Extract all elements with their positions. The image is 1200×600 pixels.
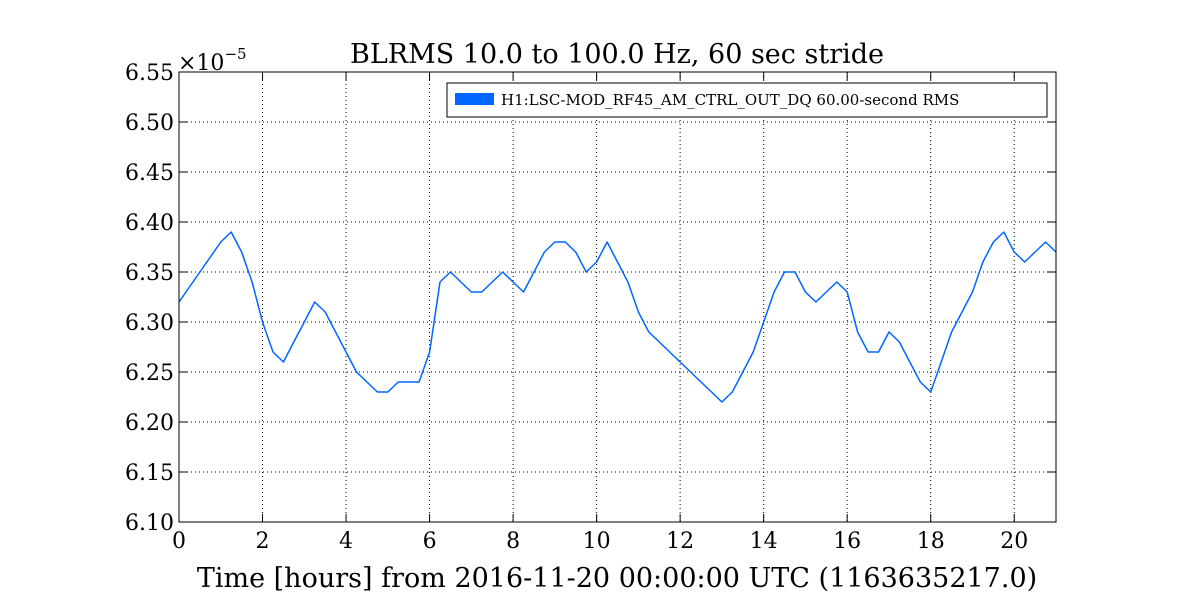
plot-frame — [178, 71, 1057, 523]
y-tick-label: 6.40 — [125, 211, 174, 236]
y-tick-label: 6.45 — [125, 161, 174, 186]
y-tick-label: 6.15 — [125, 461, 174, 486]
x-tick-label: 2 — [256, 529, 270, 554]
x-tick-label: 14 — [750, 529, 778, 554]
x-tick-label: 4 — [339, 529, 353, 554]
grid-lines — [179, 72, 1056, 522]
x-tick-label: 8 — [506, 529, 520, 554]
y-tick-label: 6.25 — [125, 361, 174, 386]
chart-title: BLRMS 10.0 to 100.0 Hz, 60 sec stride — [350, 39, 884, 70]
x-axis-label: Time [hours] from 2016-11-20 00:00:00 UT… — [197, 563, 1037, 594]
legend-swatch — [455, 93, 494, 105]
legend-entry-label: H1:LSC-MOD_RF45_AM_CTRL_OUT_DQ 60.00-sec… — [501, 91, 959, 109]
y-tick-label: 6.55 — [125, 61, 174, 86]
y-tick-label: 6.30 — [125, 311, 174, 336]
y-tick-label: 6.50 — [125, 111, 174, 136]
series-line — [178, 231, 1057, 403]
x-tick-label: 18 — [917, 529, 945, 554]
y-tick-label: 6.35 — [125, 261, 174, 286]
y-axis-multiplier: ×10−5 — [178, 45, 247, 76]
y-tick-label: 6.20 — [125, 411, 174, 436]
x-tick-label: 20 — [1000, 529, 1028, 554]
x-tick-label: 6 — [423, 529, 437, 554]
legend-box — [446, 82, 1048, 118]
axis-ticks: 0 2 4 6 8 10 12 14 16 18 20 6.10 6.15 6.20 6.25 6.30 6.3… — [125, 61, 1056, 554]
x-tick-label: 0 — [172, 529, 186, 554]
y-tick-label: 6.10 — [125, 511, 174, 536]
x-tick-label: 10 — [583, 529, 611, 554]
series-layer — [178, 231, 1057, 403]
x-tick-label: 16 — [833, 529, 861, 554]
legend: H1:LSC-MOD_RF45_AM_CTRL_OUT_DQ 60.00-sec… — [446, 82, 1048, 118]
x-tick-label: 12 — [666, 529, 694, 554]
